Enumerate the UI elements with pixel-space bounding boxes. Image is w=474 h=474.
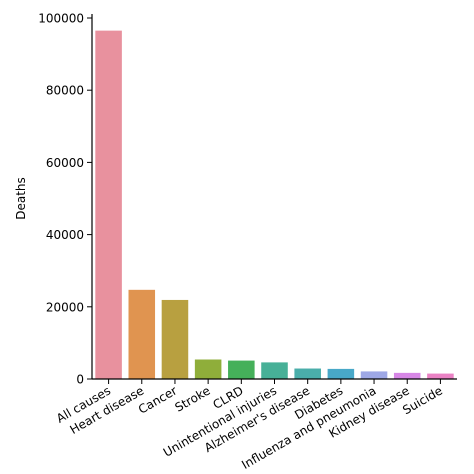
- x-tick-label: Cancer: [136, 383, 180, 416]
- bars-group: [95, 30, 454, 379]
- bar-7: [327, 368, 355, 379]
- y-tick-label: 80000: [46, 84, 84, 98]
- bar-5: [261, 362, 288, 379]
- y-axis-ticks: 0 20000 40000 60000 80000 100000: [38, 12, 92, 387]
- y-axis-label: Deaths: [14, 177, 28, 220]
- bar-9: [393, 372, 421, 379]
- bar-2: [161, 299, 189, 379]
- y-tick-label: 40000: [46, 228, 84, 242]
- y-tick-label: 20000: [46, 300, 84, 314]
- y-tick-label: 100000: [38, 12, 84, 26]
- bar-1: [128, 289, 156, 379]
- bar-10: [427, 373, 454, 379]
- bar-8: [360, 371, 388, 379]
- bar-6: [294, 368, 321, 379]
- bar-0: [95, 30, 122, 379]
- bar-3: [194, 359, 222, 379]
- x-tick-label: Stroke: [173, 383, 213, 414]
- y-tick-label: 0: [76, 373, 84, 387]
- bar-4: [228, 360, 255, 379]
- y-tick-label: 60000: [46, 156, 84, 170]
